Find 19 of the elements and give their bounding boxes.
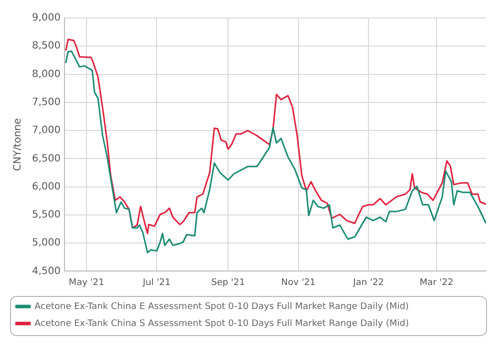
y-tick-label: 5,000	[32, 238, 61, 249]
legend-label: Acetone Ex-Tank China S Assessment Spot 0-10 Days Full Market Range Daily (Mid)	[34, 318, 409, 329]
y-tick-label: 6,500	[32, 153, 61, 164]
y-tick-label: 8,500	[32, 40, 61, 52]
y-tick-label: 8,000	[32, 68, 61, 80]
y-tick-label: 5,500	[32, 210, 61, 221]
x-tick-label: May '21	[68, 278, 104, 288]
x-tick-label: Nov '21	[281, 278, 316, 288]
legend-label: Acetone Ex-Tank China E Assessment Spot 0-10 Days Full Market Range Daily (Mid)	[34, 302, 409, 312]
y-tick-label: 6,000	[32, 181, 61, 192]
x-tick-label: Sep '21	[211, 278, 245, 288]
x-tick-label: Mar '22	[420, 278, 454, 288]
y-tick-label: 7,000	[32, 125, 61, 136]
x-tick-label: Jan '22	[352, 278, 384, 288]
y-tick-label: 9,000	[32, 12, 61, 24]
y-tick-label: 4,500	[32, 266, 61, 277]
y-axis-title: CNY/tonne	[12, 118, 24, 172]
x-tick-label: Jul '21	[142, 278, 171, 288]
y-tick-label: 7,500	[32, 96, 61, 108]
